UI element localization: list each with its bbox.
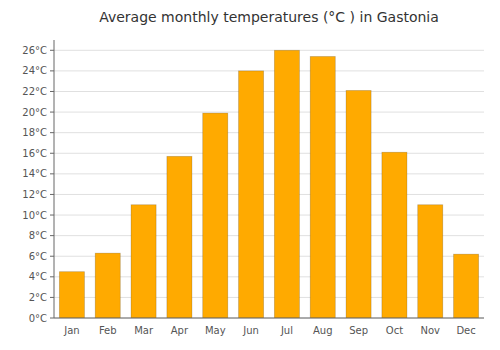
y-tick	[50, 91, 54, 92]
bar	[59, 272, 84, 318]
chart-container: Average monthly temperatures (°C ) in Ga…	[0, 0, 500, 350]
x-tick-label: Apr	[171, 325, 189, 336]
y-tick-label: 12°C	[22, 189, 47, 200]
y-tick-label: 26°C	[22, 45, 47, 56]
y-tick	[50, 153, 54, 154]
y-tick	[50, 256, 54, 257]
y-tick	[50, 318, 54, 319]
x-tick-label: Jan	[63, 325, 79, 336]
x-tick-label: Oct	[386, 325, 403, 336]
bar	[274, 50, 299, 318]
grid-line	[54, 173, 484, 174]
y-axis-line	[54, 40, 55, 318]
bar	[167, 156, 192, 318]
bars	[59, 50, 478, 318]
bar	[382, 152, 407, 318]
x-tick-label: Nov	[420, 325, 440, 336]
y-tick	[50, 235, 54, 236]
x-tick-label: Aug	[313, 325, 333, 336]
y-tick-label: 10°C	[22, 210, 47, 221]
y-tick	[50, 50, 54, 51]
x-axis: Jan Feb Mar Apr May Jun Jul Aug Sep Oct Nov Dec	[63, 325, 476, 336]
y-tick-label: 22°C	[22, 86, 47, 97]
y-tick-label: 0°C	[29, 313, 47, 324]
x-tick-label: May	[205, 325, 226, 336]
y-axis: 0°C 2°C 4°C 6°C 8°C 10°C 12°C 14°C 16°C 18°C 20°C 2…	[22, 45, 54, 324]
y-tick-label: 24°C	[22, 65, 47, 76]
grid-line	[54, 112, 484, 113]
grid	[54, 50, 484, 318]
x-tick-label: Jul	[280, 325, 293, 336]
y-tick	[50, 132, 54, 133]
y-tick	[50, 297, 54, 298]
bar	[95, 253, 120, 318]
grid-line	[54, 70, 484, 71]
x-tick-label: Sep	[349, 325, 368, 336]
grid-line	[54, 132, 484, 133]
bar	[346, 90, 371, 318]
y-tick-label: 4°C	[29, 271, 47, 282]
bar	[239, 71, 264, 318]
bar	[310, 56, 335, 318]
bar	[418, 205, 443, 318]
grid-line	[54, 91, 484, 92]
y-tick	[50, 194, 54, 195]
y-tick-label: 2°C	[29, 292, 47, 303]
y-tick	[50, 276, 54, 277]
bar	[131, 205, 156, 318]
x-tick-label: Dec	[456, 325, 475, 336]
y-tick-label: 16°C	[22, 148, 47, 159]
x-axis-line	[54, 318, 484, 319]
grid-line	[54, 194, 484, 195]
grid-line	[54, 153, 484, 154]
x-tick-label: Feb	[99, 325, 117, 336]
grid-line	[54, 50, 484, 51]
y-tick	[50, 70, 54, 71]
y-tick-label: 14°C	[22, 168, 47, 179]
grid-line	[54, 318, 484, 319]
y-tick-label: 20°C	[22, 107, 47, 118]
y-tick-label: 18°C	[22, 127, 47, 138]
y-tick	[50, 215, 54, 216]
y-tick	[50, 112, 54, 113]
y-tick-label: 6°C	[29, 251, 47, 262]
x-tick-label: Jun	[242, 325, 259, 336]
y-tick-label: 8°C	[29, 230, 47, 241]
title: Average monthly temperatures (°C ) in Ga…	[99, 9, 439, 25]
bar	[203, 113, 228, 318]
x-tick-label: Mar	[134, 325, 154, 336]
chart: Average monthly temperatures (°C ) in Ga…	[0, 0, 500, 350]
y-tick	[50, 173, 54, 174]
bar	[454, 254, 479, 318]
